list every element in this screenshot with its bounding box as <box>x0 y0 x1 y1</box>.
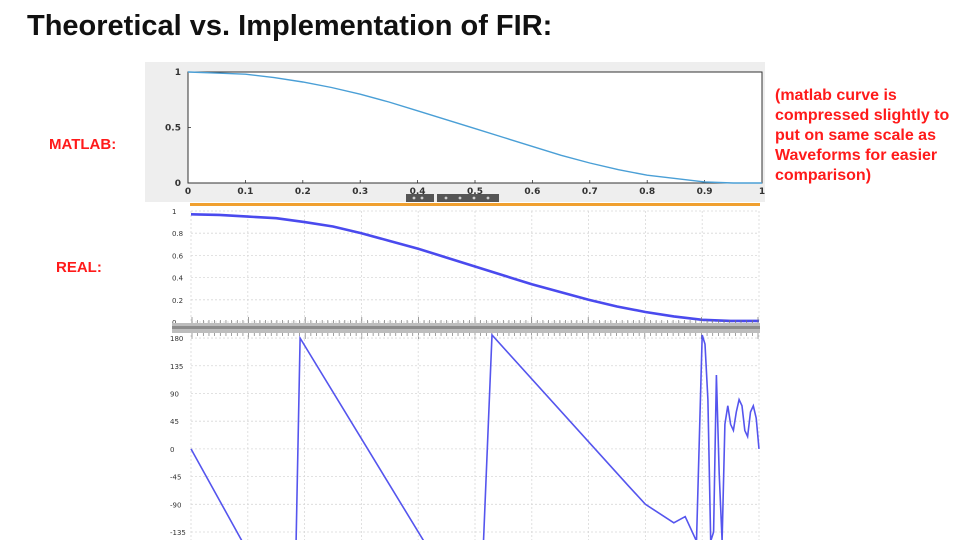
matlab-label: MATLAB: <box>49 136 117 153</box>
matlab-x-tick-label: 0.3 <box>352 187 368 197</box>
real-phase-axis-ticks: 180 135 90 45 0 -45 -90 -135 <box>170 335 186 537</box>
toolbar-dot <box>486 196 490 200</box>
matlab-y-tick-label: 1 <box>175 68 181 78</box>
real-phase-y-tick-label: 90 <box>170 390 179 398</box>
comparison-note: (matlab curve is compressed slightly to … <box>775 87 950 184</box>
toolbar-segment <box>437 194 499 202</box>
matlab-x-tick-label: 0.6 <box>524 187 540 197</box>
real-phase-y-tick-label: 45 <box>170 418 179 426</box>
gray-separator-rail <box>172 326 760 329</box>
matlab-x-tick-label: 0.5 <box>467 187 483 197</box>
toolbar-dot <box>444 196 448 200</box>
slide-title: Theoretical vs. Implementation of FIR: <box>27 10 553 42</box>
real-magnitude-line <box>190 213 759 323</box>
matlab-x-tick-label: 0.1 <box>237 187 253 197</box>
matlab-x-tick-label: 0.7 <box>582 187 598 197</box>
matlab-x-tick-label: 0.8 <box>639 187 655 197</box>
matlab-y-tick-label: 0.5 <box>165 124 181 134</box>
toolbar-dot <box>458 196 462 200</box>
real-phase-y-tick-label: 180 <box>170 335 183 343</box>
toolbar-dot <box>420 196 424 200</box>
real-phase-line <box>190 333 760 540</box>
orange-separator <box>190 203 760 206</box>
real-magnitude-y-tick-label: 0.2 <box>172 297 183 305</box>
real-label: REAL: <box>56 259 102 276</box>
real-phase-y-tick-label: 0 <box>170 446 174 454</box>
matlab-magnitude-line <box>187 71 762 184</box>
real-magnitude-y-tick-label: 0.8 <box>172 230 183 238</box>
real-magnitude-y-tick-label: 0.6 <box>172 252 184 260</box>
matlab-x-tick-label: 0.4 <box>410 187 426 197</box>
matlab-y-tick-label: 0 <box>175 179 181 189</box>
real-phase-y-tick-label: -135 <box>170 529 186 537</box>
real-magnitude-grid <box>190 210 760 323</box>
real-phase-grid <box>190 335 760 540</box>
real-magnitude-y-tick-label: 0.4 <box>172 275 184 283</box>
toolbar-segment <box>406 194 434 202</box>
real-phase-y-tick-label: -45 <box>170 474 181 482</box>
matlab-plot-area <box>187 71 763 184</box>
matlab-x-tick-label: 0.2 <box>295 187 311 197</box>
matlab-axis-ticks: 0 0.1 0.2 0.3 0.4 0.5 0.6 0.7 0.8 0.9 1 0 0.5 1 <box>165 68 765 197</box>
real-magnitude-axis-ticks: 00.20.40.60.81 <box>172 208 184 327</box>
matlab-x-tick-label: 1 <box>759 187 765 197</box>
matlab-x-tick-label: 0.9 <box>697 187 713 197</box>
toolbar-dot <box>472 196 476 200</box>
real-magnitude-y-tick-label: 1 <box>172 208 176 216</box>
real-phase-y-tick-label: -90 <box>170 501 181 509</box>
matlab-x-tick-label: 0 <box>185 187 191 197</box>
figure-toolbar <box>406 194 499 202</box>
real-phase-y-tick-label: 135 <box>170 363 183 371</box>
toolbar-dot <box>412 196 416 200</box>
